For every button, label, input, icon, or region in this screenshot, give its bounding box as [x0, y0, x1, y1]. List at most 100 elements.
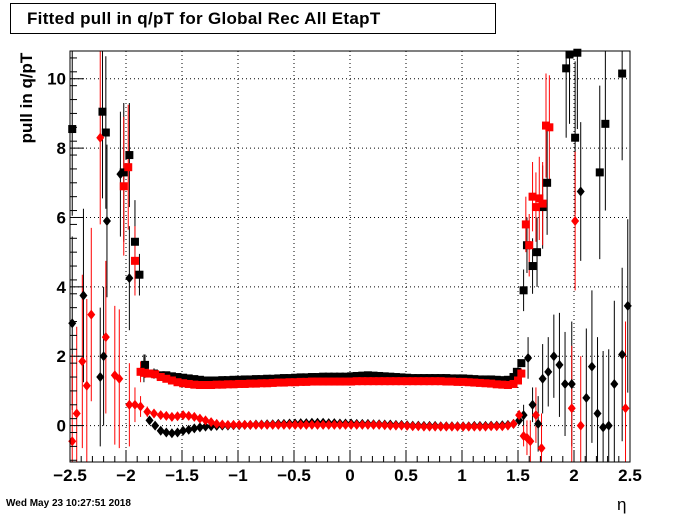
data-point-diamond	[604, 420, 613, 431]
data-point-square	[190, 380, 199, 389]
data-point-square	[279, 378, 288, 387]
data-point-square	[136, 367, 145, 376]
data-point-square	[408, 377, 417, 386]
data-point-square	[324, 377, 333, 386]
data-point-square	[517, 369, 526, 378]
x-axis-label: η	[617, 495, 627, 514]
data-point-square	[141, 368, 150, 377]
data-point-square	[201, 376, 210, 385]
data-point-square	[571, 133, 580, 142]
data-point-square	[453, 377, 462, 386]
data-point-square	[179, 373, 188, 382]
data-point-square	[291, 378, 300, 387]
y-tick-label: 8	[57, 139, 66, 158]
data-point-diamond	[414, 421, 423, 432]
data-point-diamond	[115, 373, 124, 384]
data-point-diamond	[156, 410, 165, 421]
x-tick-label: 1	[457, 466, 466, 485]
data-point-square	[414, 377, 423, 386]
data-point-square	[313, 373, 322, 382]
data-point-square	[442, 377, 451, 386]
data-point-diamond	[447, 421, 456, 432]
data-point-diamond	[549, 351, 558, 362]
data-point-square	[125, 151, 134, 160]
data-point-diamond	[391, 420, 400, 431]
data-point-diamond	[459, 421, 468, 432]
title-box: Fitted pull in q/pT for Global Rec All E…	[10, 3, 496, 34]
data-markers	[68, 48, 632, 454]
data-point-diamond	[442, 421, 451, 432]
x-tick-label: 2.5	[618, 466, 642, 485]
data-point-square	[167, 376, 176, 385]
data-point-square	[514, 376, 522, 385]
data-point-diamond	[307, 419, 316, 430]
data-point-diamond	[82, 380, 91, 391]
data-point-square	[487, 379, 496, 388]
data-point-square	[296, 373, 305, 382]
data-point-square	[268, 378, 277, 387]
data-point-diamond	[431, 421, 440, 432]
data-point-square	[195, 381, 204, 390]
data-point-square	[330, 372, 339, 381]
data-point-diamond	[386, 420, 395, 431]
data-point-square	[341, 377, 350, 386]
data-point-square	[251, 375, 260, 384]
data-point-square	[386, 372, 395, 381]
data-point-diamond	[162, 410, 171, 421]
data-point-square	[335, 372, 344, 381]
data-point-square	[319, 372, 328, 381]
data-point-square	[246, 375, 255, 384]
data-point-diamond	[279, 419, 288, 430]
data-point-diamond	[576, 186, 585, 197]
data-point-square	[425, 377, 434, 386]
data-point-square	[145, 369, 154, 378]
data-point-square	[431, 377, 440, 386]
data-point-diamond	[296, 419, 305, 430]
data-point-square	[218, 376, 227, 385]
data-point-diamond	[621, 403, 630, 414]
data-point-diamond	[223, 419, 232, 430]
y-tick-label: 2	[57, 347, 66, 366]
data-point-diamond	[291, 419, 300, 430]
data-point-square	[459, 377, 468, 386]
data-point-diamond	[102, 215, 111, 226]
data-point-diamond	[397, 420, 406, 431]
data-point-diamond	[419, 421, 428, 432]
data-point-diamond	[492, 421, 501, 432]
data-point-diamond	[524, 352, 533, 363]
data-point-square	[509, 379, 518, 388]
data-point-diamond	[190, 423, 199, 434]
y-tick-label: 6	[57, 208, 66, 227]
data-point-square	[464, 378, 473, 387]
data-point-square	[257, 379, 266, 388]
data-point-square	[212, 376, 221, 385]
data-point-square	[68, 125, 77, 134]
data-point-diamond	[145, 415, 154, 426]
data-point-diamond	[125, 399, 134, 410]
data-point-square	[533, 248, 542, 257]
data-point-diamond	[201, 415, 210, 426]
data-point-diamond	[481, 421, 490, 432]
data-point-diamond	[184, 424, 193, 435]
data-point-square	[492, 375, 501, 384]
x-tick-label: 1.5	[506, 466, 530, 485]
data-point-diamond	[375, 419, 384, 430]
data-point-diamond	[87, 309, 96, 320]
data-point-diamond	[380, 420, 389, 431]
data-point-diamond	[173, 427, 182, 438]
data-point-square	[419, 377, 428, 386]
data-point-square	[285, 374, 294, 383]
data-point-square	[179, 379, 188, 388]
data-point-square	[573, 48, 582, 57]
data-point-square	[167, 372, 176, 381]
data-point-square	[156, 373, 165, 382]
data-point-square	[562, 64, 571, 73]
data-point-diamond	[363, 419, 372, 430]
data-point-diamond	[96, 372, 105, 383]
data-point-square	[274, 378, 283, 387]
data-point-square	[162, 374, 171, 383]
data-point-square	[509, 373, 518, 382]
data-point-diamond	[99, 351, 108, 362]
data-point-square	[235, 375, 244, 384]
data-point-square	[313, 377, 322, 386]
